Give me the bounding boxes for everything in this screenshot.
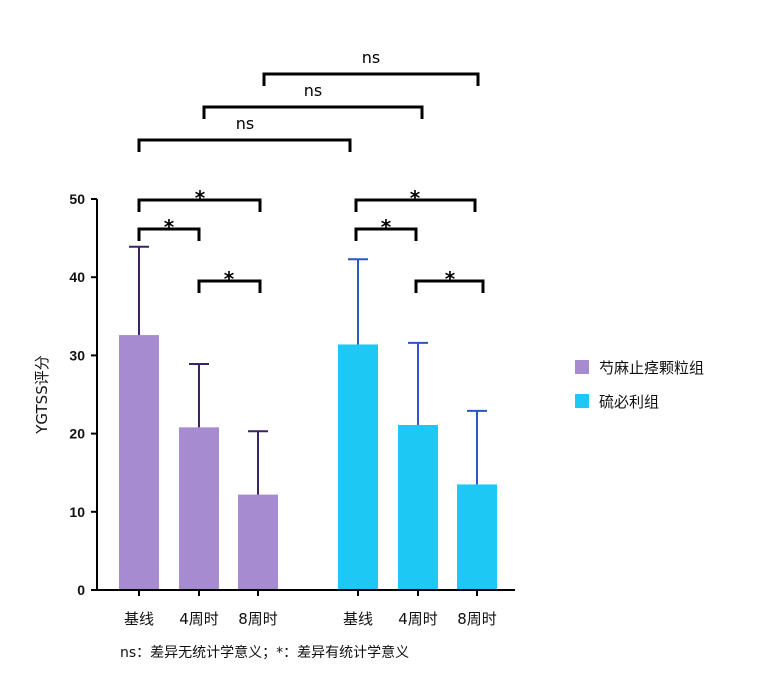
x-tick-label-1-2: 8周时 xyxy=(457,610,497,628)
legend-item-tiapride: 硫必利组 xyxy=(575,384,704,418)
bar-1-1 xyxy=(398,424,438,590)
significance-label-8: ns xyxy=(362,48,380,67)
footnote: ns：差异无统计学意义；*：差异有统计学意义 xyxy=(120,645,410,661)
significance-label-4: * xyxy=(410,186,421,210)
y-tick-label-30: 30 xyxy=(69,347,85,363)
bar-0-1 xyxy=(179,427,219,590)
x-tick-label-1-0: 基线 xyxy=(343,610,373,628)
significance-label-1: * xyxy=(195,186,206,210)
significance-label-5: * xyxy=(445,267,456,291)
significance-label-6: ns xyxy=(236,114,254,133)
significance-bracket-3 xyxy=(354,227,418,241)
x-tick-label-1-1: 4周时 xyxy=(398,610,438,628)
bar-0-0 xyxy=(119,335,159,590)
legend-item-shaoma: 芍麻止痉颗粒组 xyxy=(575,350,704,384)
significance-label-0: * xyxy=(164,215,175,239)
x-tick-label-0-1: 4周时 xyxy=(179,610,219,628)
significance-bracket-8 xyxy=(262,72,480,86)
bar-1-2 xyxy=(457,484,497,590)
significance-bracket-6 xyxy=(137,138,352,152)
significance-bracket-1 xyxy=(137,198,262,212)
legend-swatch-tiapride xyxy=(575,394,589,408)
significance-bracket-7 xyxy=(202,105,424,119)
y-tick-label-10: 10 xyxy=(69,504,85,520)
significance-label-2: * xyxy=(224,267,235,291)
bar-1-0 xyxy=(338,344,378,590)
legend: 芍麻止痉颗粒组 硫必利组 xyxy=(575,350,704,418)
significance-bracket-4 xyxy=(354,198,477,212)
y-axis-label: YGTSS评分 xyxy=(33,355,51,434)
y-tick-label-0: 0 xyxy=(77,582,85,598)
bar-0-2 xyxy=(238,494,278,590)
significance-bracket-2 xyxy=(197,279,262,293)
legend-swatch-shaoma xyxy=(575,360,589,374)
legend-label-shaoma: 芍麻止痉颗粒组 xyxy=(599,358,705,377)
x-tick-label-0-2: 8周时 xyxy=(238,610,278,628)
significance-bracket-5 xyxy=(414,279,485,293)
y-tick-label-50: 50 xyxy=(69,191,85,207)
significance-bracket-0 xyxy=(137,227,201,241)
significance-label-3: * xyxy=(381,215,392,239)
x-tick-label-0-0: 基线 xyxy=(124,610,154,628)
significance-label-7: ns xyxy=(304,81,322,100)
legend-label-tiapride: 硫必利组 xyxy=(599,392,660,411)
y-tick-label-20: 20 xyxy=(69,426,85,442)
y-tick-label-40: 40 xyxy=(69,269,85,285)
